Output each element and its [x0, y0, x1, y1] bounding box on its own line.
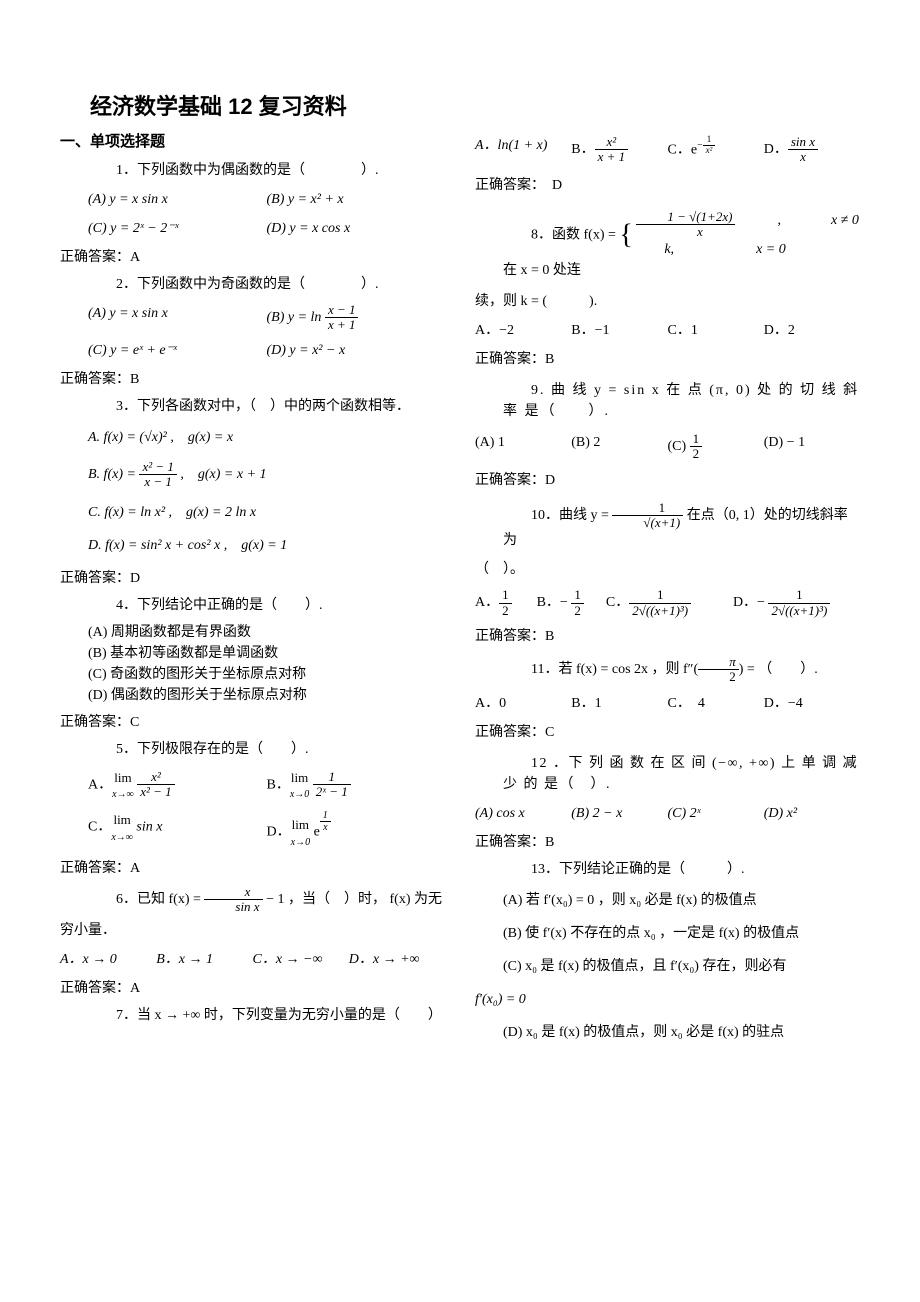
q8-opt-c: C．1	[668, 320, 764, 341]
q6-stem: 6．已知 f(x) = xsin x − 1 ，当（ ）时， f(x) 为无	[88, 885, 445, 915]
q11-answer: 正确答案：C	[475, 722, 860, 743]
q13-opt-d: (D) x₀ 是 f(x) 的极值点，则 x₀ 必是 f(x) 的驻点	[503, 1022, 860, 1043]
q6-opt-a: A．x → 0	[60, 949, 156, 970]
q12-opt-c: (C) 2ˣ	[668, 803, 764, 824]
q8-opt-a: A．−2	[475, 320, 571, 341]
q7-answer: 正确答案： D	[475, 175, 860, 196]
q12-answer: 正确答案：B	[475, 832, 860, 853]
q5-answer: 正确答案：A	[60, 858, 445, 879]
q4-answer: 正确答案：C	[60, 712, 445, 733]
q11-opt-d: D．−4	[764, 693, 860, 714]
q9-opt-c: (C) 12	[668, 432, 764, 462]
q10-answer: 正确答案：B	[475, 626, 860, 647]
q2-opt-d: (D) y = x² − x	[267, 340, 446, 361]
q10-opt-d: D．− 12√((x+1)³)	[733, 588, 860, 618]
q1-opt-c: (C) y = 2ˣ − 2⁻ˣ	[88, 218, 267, 239]
q6-opt-d: D．x → +∞	[349, 949, 445, 970]
q10-opt-b: B．− 12	[537, 588, 606, 618]
q13-opt-c: (C) x₀ 是 f(x) 的极值点，且 f′(x₀) 存在，则必有	[503, 956, 860, 977]
column-right: A．ln(1 + x) B．x²x + 1 C．e−1x² D．sin xx 正…	[475, 131, 860, 1055]
section-header: 一、单项选择题	[60, 131, 445, 154]
q3-answer: 正确答案：D	[60, 568, 445, 589]
page-title: 经济数学基础 12 复习资料	[90, 90, 860, 123]
two-column-layout: 一、单项选择题 1．下列函数中为偶函数的是（ ）. (A) y = x sin …	[60, 131, 860, 1055]
q3-opt-d: D. f(x) = sin² x + cos² x , g(x) = 1	[88, 535, 445, 556]
q3-opt-b: B. f(x) = x² − 1x − 1 , g(x) = x + 1	[88, 460, 445, 490]
q12-opt-d: (D) x²	[764, 803, 860, 824]
q5-opt-c: C．limx→∞ sin x	[88, 810, 267, 850]
q11-opt-c: C． 4	[668, 693, 764, 714]
q7-opt-d: D．sin xx	[764, 135, 860, 165]
q13-opt-c-line2: f′(x₀) = 0	[475, 989, 860, 1010]
q12-stem: 12 ．下 列 函 数 在 区 间 (−∞, +∞) 上 单 调 减 少 的 是…	[503, 753, 860, 795]
q10-opt-c: C．12√((x+1)³)	[606, 588, 733, 618]
q13-stem: 13．下列结论正确的是（ ）.	[503, 859, 860, 880]
q2-opt-c: (C) y = eˣ + e⁻ˣ	[88, 340, 267, 361]
q11-opt-a: A．0	[475, 693, 571, 714]
q7-opt-a: A．ln(1 + x)	[475, 135, 571, 165]
q1-opt-b: (B) y = x² + x	[267, 189, 446, 210]
column-left: 一、单项选择题 1．下列函数中为偶函数的是（ ）. (A) y = x sin …	[60, 131, 445, 1055]
q5-stem: 5．下列极限存在的是（ ）.	[88, 739, 445, 760]
q11-stem: 11．若 f(x) = cos 2x ，则 f″(π2) = （ ）.	[503, 655, 860, 685]
q9-answer: 正确答案：D	[475, 470, 860, 491]
q3-opt-c: C. f(x) = ln x² , g(x) = 2 ln x	[88, 502, 445, 523]
q7-opt-b: B．x²x + 1	[571, 135, 667, 165]
q13-opt-a: (A) 若 f′(x₀) = 0 ，则 x₀ 必是 f(x) 的极值点	[503, 890, 860, 911]
q7-opt-c: C．e−1x²	[668, 135, 764, 165]
q12-opt-a: (A) cos x	[475, 803, 571, 824]
q9-opt-d: (D) − 1	[764, 432, 860, 462]
q8-stem: 8．函数 f(x) = { 1 − √(1+2x)x , x ≠ 0 k,x =…	[503, 210, 860, 282]
q5-opt-a: A．limx→∞ x²x² − 1	[88, 768, 267, 803]
q2-opt-b: (B) y = ln x − 1x + 1	[267, 303, 446, 333]
q6-opt-b: B．x → 1	[156, 949, 252, 970]
q4-opt-a: (A) 周期函数都是有界函数	[88, 622, 445, 643]
q8-tail: 续，则 k = ( ).	[475, 291, 860, 312]
q10-opt-a: A．12	[475, 588, 537, 618]
q8-opt-d: D．2	[764, 320, 860, 341]
q5-opt-b: B．limx→0 12ˣ − 1	[267, 768, 446, 803]
q9-opt-a: (A) 1	[475, 432, 571, 462]
q11-opt-b: B．1	[571, 693, 667, 714]
q5-opt-d: D．limx→0 e1x	[267, 810, 446, 850]
q2-opt-a: (A) y = x sin x	[88, 303, 267, 333]
q4-opt-b: (B) 基本初等函数都是单调函数	[88, 643, 445, 664]
q4-stem: 4．下列结论中正确的是（ ）.	[88, 595, 445, 616]
q13-opt-b: (B) 使 f′(x) 不存在的点 x₀ ，一定是 f(x) 的极值点	[503, 923, 860, 944]
q1-stem: 1．下列函数中为偶函数的是（ ）.	[88, 160, 445, 181]
q6-answer: 正确答案：A	[60, 978, 445, 999]
q6-tail: 穷小量．	[60, 920, 445, 941]
q6-opt-c: C．x → −∞	[253, 949, 349, 970]
q10-tail: （ ）。	[475, 559, 860, 580]
q8-opt-b: B．−1	[571, 320, 667, 341]
q3-opt-a: A. f(x) = (√x)² , g(x) = x	[88, 427, 445, 448]
q1-answer: 正确答案：A	[60, 247, 445, 268]
q9-stem: 9. 曲 线 y = sin x 在 点 (π, 0) 处 的 切 线 斜 率 …	[503, 380, 860, 422]
q8-answer: 正确答案：B	[475, 349, 860, 370]
q4-opt-d: (D) 偶函数的图形关于坐标原点对称	[88, 685, 445, 706]
q9-opt-b: (B) 2	[571, 432, 667, 462]
q2-answer: 正确答案：B	[60, 369, 445, 390]
q4-opt-c: (C) 奇函数的图形关于坐标原点对称	[88, 664, 445, 685]
q1-opt-d: (D) y = x cos x	[267, 218, 446, 239]
q12-opt-b: (B) 2 − x	[571, 803, 667, 824]
q10-stem: 10．曲线 y = 1√(x+1) 在点（0, 1）处的切线斜率为	[503, 501, 860, 552]
q1-opt-a: (A) y = x sin x	[88, 189, 267, 210]
q7-stem: 7．当 x → +∞ 时，下列变量为无穷小量的是（ ）	[88, 1005, 445, 1026]
q3-stem: 3．下列各函数对中，（ ）中的两个函数相等．	[88, 396, 445, 417]
q2-stem: 2．下列函数中为奇函数的是（ ）.	[88, 274, 445, 295]
